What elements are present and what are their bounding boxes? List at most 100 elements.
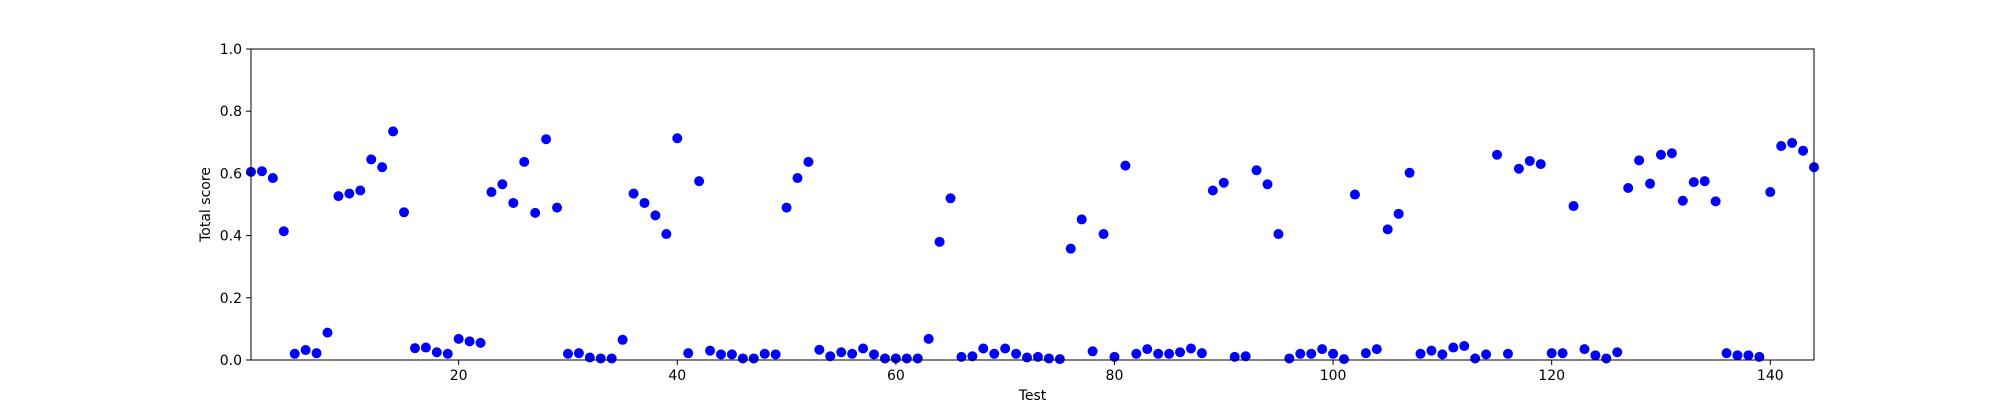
data-point: [1371, 344, 1382, 355]
data-point: [705, 345, 716, 356]
data-point: [1306, 348, 1317, 359]
y-axis-ticks: 0.0 0.2 0.4 0.6 0.8 1.0: [220, 42, 251, 369]
data-point: [978, 343, 989, 354]
data-point: [464, 336, 475, 347]
data-point: [1732, 350, 1743, 361]
data-point: [1546, 348, 1557, 359]
data-point: [901, 353, 912, 364]
data-point: [289, 348, 300, 359]
data-point: [1164, 348, 1175, 359]
data-point: [1175, 347, 1186, 358]
data-point: [420, 342, 431, 353]
data-point: [617, 334, 628, 345]
data-point: [267, 173, 278, 184]
plot-area-frame: [250, 48, 1815, 361]
x-tick-label: 80: [1106, 368, 1124, 384]
data-point: [519, 156, 530, 167]
data-point: [737, 353, 748, 364]
data-point: [1634, 155, 1645, 166]
data-point: [1688, 177, 1699, 188]
data-point: [1000, 343, 1011, 354]
data-point: [1415, 348, 1426, 359]
data-point: [1743, 350, 1754, 361]
data-point: [1754, 351, 1765, 362]
data-point: [1437, 349, 1448, 360]
data-point: [1349, 189, 1360, 200]
data-point: [453, 333, 464, 344]
data-point: [989, 348, 1000, 359]
data-point: [442, 348, 453, 359]
data-point: [573, 348, 584, 359]
data-point: [1426, 345, 1437, 356]
data-point: [508, 197, 519, 208]
data-point: [409, 343, 420, 354]
data-point: [322, 327, 333, 338]
data-point: [803, 156, 814, 167]
data-point: [1404, 167, 1415, 178]
data-point: [388, 126, 399, 137]
data-point: [1535, 159, 1546, 170]
data-point: [1109, 351, 1120, 362]
data-point: [825, 351, 836, 362]
data-point: [1065, 243, 1076, 254]
data-point: [1492, 149, 1503, 160]
data-point: [584, 352, 595, 363]
data-point: [1185, 343, 1196, 354]
data-point: [377, 162, 388, 173]
data-point: [1502, 348, 1513, 359]
x-tick-label: 140: [1757, 368, 1784, 384]
data-point: [1677, 195, 1688, 206]
data-point: [858, 343, 869, 354]
data-point: [792, 173, 803, 184]
data-point: [1721, 348, 1732, 359]
data-point: [355, 185, 366, 196]
x-tick-label: 60: [887, 368, 905, 384]
data-point: [1382, 224, 1393, 235]
data-point: [672, 133, 683, 144]
data-point: [1470, 353, 1481, 364]
data-point: [1393, 208, 1404, 219]
data-point: [486, 187, 497, 198]
data-point: [934, 236, 945, 247]
data-point: [431, 347, 442, 358]
data-point: [1612, 347, 1623, 358]
data-point: [1142, 344, 1153, 355]
data-point: [661, 229, 672, 240]
data-point: [694, 176, 705, 187]
x-axis-ticks: 20 40 60 80 100 120 140: [450, 360, 1784, 384]
data-point: [344, 188, 355, 199]
data-point: [1240, 351, 1251, 362]
data-point: [1699, 176, 1710, 187]
data-point: [1448, 342, 1459, 353]
data-point: [748, 353, 759, 364]
data-point: [530, 207, 541, 218]
data-point: [1787, 137, 1798, 148]
y-tick-label: 0.4: [220, 229, 242, 245]
data-point: [595, 353, 606, 364]
data-point: [956, 351, 967, 362]
data-point: [1032, 351, 1043, 362]
data-point: [1623, 183, 1634, 194]
data-point: [311, 348, 322, 359]
data-point: [836, 347, 847, 358]
x-tick-label: 100: [1320, 368, 1347, 384]
data-point: [1011, 348, 1022, 359]
data-point: [726, 349, 737, 360]
data-point: [781, 202, 792, 213]
data-point: [1339, 354, 1350, 365]
data-point: [552, 202, 563, 213]
data-point: [639, 197, 650, 208]
data-point: [912, 353, 923, 364]
data-point: [1043, 353, 1054, 364]
data-point: [1131, 348, 1142, 359]
data-point: [278, 226, 289, 237]
data-point: [1295, 348, 1306, 359]
data-points: [246, 126, 1819, 365]
data-point: [1317, 344, 1328, 355]
x-axis-label: Test: [1018, 388, 1047, 400]
y-tick-label: 0.8: [220, 104, 242, 120]
x-tick-label: 120: [1538, 368, 1565, 384]
data-point: [890, 353, 901, 364]
data-point: [1098, 229, 1109, 240]
